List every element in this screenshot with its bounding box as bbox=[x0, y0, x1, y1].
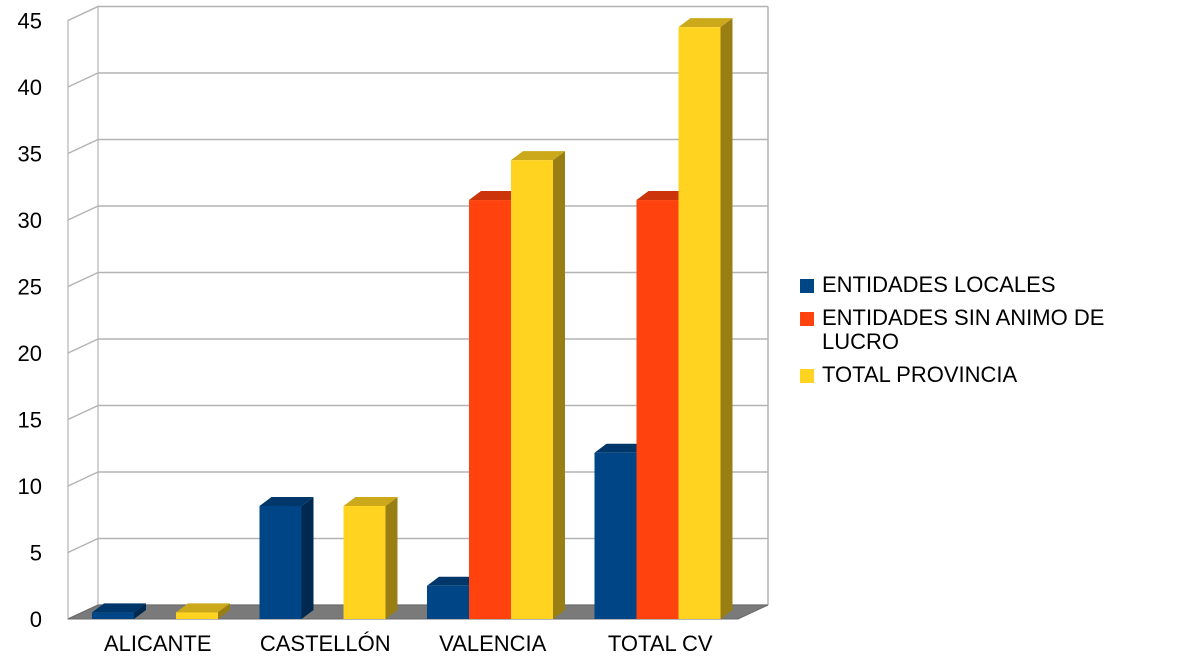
bar-entidades-sin-animo-de-lucro-valencia bbox=[469, 191, 523, 620]
bar-front bbox=[636, 200, 679, 620]
bar-front bbox=[92, 612, 134, 619]
grid-line-side bbox=[67, 271, 99, 288]
grid-line-side bbox=[67, 72, 99, 88]
y-tick-label: 15 bbox=[18, 408, 42, 433]
bar-top bbox=[678, 18, 733, 28]
bar-front bbox=[678, 27, 721, 619]
grid-line-side bbox=[67, 404, 99, 421]
bar-front bbox=[511, 160, 553, 619]
legend-label: ENTIDADES LOCALES bbox=[822, 272, 1056, 297]
legend-entry: ENTIDADES SIN ANIMO DE LUCRO bbox=[800, 305, 1104, 354]
grid-line-side bbox=[67, 138, 99, 155]
bar-top bbox=[92, 603, 146, 613]
bar-top bbox=[259, 496, 314, 506]
legend-swatch bbox=[800, 279, 814, 293]
bar-top bbox=[594, 443, 649, 453]
bar-top bbox=[511, 151, 565, 161]
y-tick-label: 35 bbox=[18, 142, 42, 167]
x-axis-tick-labels: ALICANTE CASTELLÓN VALENCIA TOTAL CV bbox=[104, 631, 713, 656]
y-tick-label: 45 bbox=[18, 9, 42, 34]
y-axis-tick-labels: 0 5 10 15 20 25 30 35 40 45 bbox=[18, 9, 42, 633]
y-tick-label: 40 bbox=[18, 75, 42, 100]
bar-front bbox=[343, 505, 386, 619]
bar-side bbox=[385, 496, 398, 619]
legend: ENTIDADES LOCALES ENTIDADES SIN ANIMO DE L… bbox=[800, 272, 1104, 387]
legend-swatch bbox=[800, 369, 814, 383]
y-tick-label: 5 bbox=[30, 541, 42, 566]
bar-side bbox=[553, 151, 565, 619]
bar-side bbox=[218, 603, 230, 619]
y-tick-label: 30 bbox=[18, 208, 42, 233]
bar-total-provincia-total-cv bbox=[678, 18, 733, 619]
x-tick-label: CASTELLÓN bbox=[260, 631, 391, 656]
legend-entry: ENTIDADES LOCALES bbox=[800, 272, 1056, 297]
legend-entry: TOTAL PROVINCIA bbox=[800, 362, 1018, 387]
bar-front bbox=[594, 452, 637, 619]
bar-top bbox=[469, 191, 523, 201]
bar-side bbox=[134, 603, 146, 619]
grid-line-side bbox=[67, 5, 99, 22]
bar-front bbox=[469, 200, 511, 620]
left-wall bbox=[67, 5, 99, 620]
legend-swatch bbox=[800, 312, 814, 326]
grid-line-side bbox=[67, 205, 99, 221]
grid-line-side bbox=[67, 338, 99, 354]
y-tick-label: 20 bbox=[18, 341, 42, 366]
x-tick-label: VALENCIA bbox=[439, 631, 547, 656]
bar-total-provincia-valencia bbox=[511, 151, 565, 619]
bars bbox=[92, 18, 733, 620]
bar-top bbox=[176, 603, 230, 613]
bar-top bbox=[427, 576, 481, 586]
bar-side bbox=[301, 496, 314, 619]
bar-total-provincia-alicante bbox=[176, 603, 230, 619]
bar-total-provincia-castell-n bbox=[343, 496, 398, 619]
bar-entidades-locales-castell-n bbox=[259, 496, 314, 619]
x-tick-label: ALICANTE bbox=[104, 631, 212, 656]
bar-side bbox=[720, 18, 733, 619]
bar-top bbox=[343, 496, 398, 506]
legend-label: TOTAL PROVINCIA bbox=[822, 362, 1018, 387]
bar-top bbox=[636, 191, 691, 201]
grid-line-side bbox=[67, 537, 99, 554]
grid-line-side bbox=[67, 471, 99, 487]
legend-label: ENTIDADES SIN ANIMO DE LUCRO bbox=[822, 305, 1104, 354]
y-tick-label: 0 bbox=[30, 607, 42, 632]
bar-entidades-locales-alicante bbox=[92, 603, 146, 619]
bar-front bbox=[176, 612, 218, 619]
bar-front bbox=[259, 505, 302, 619]
bar-front bbox=[427, 585, 469, 619]
x-tick-label: TOTAL CV bbox=[608, 631, 713, 656]
y-tick-label: 25 bbox=[18, 275, 42, 300]
y-tick-label: 10 bbox=[18, 474, 42, 499]
